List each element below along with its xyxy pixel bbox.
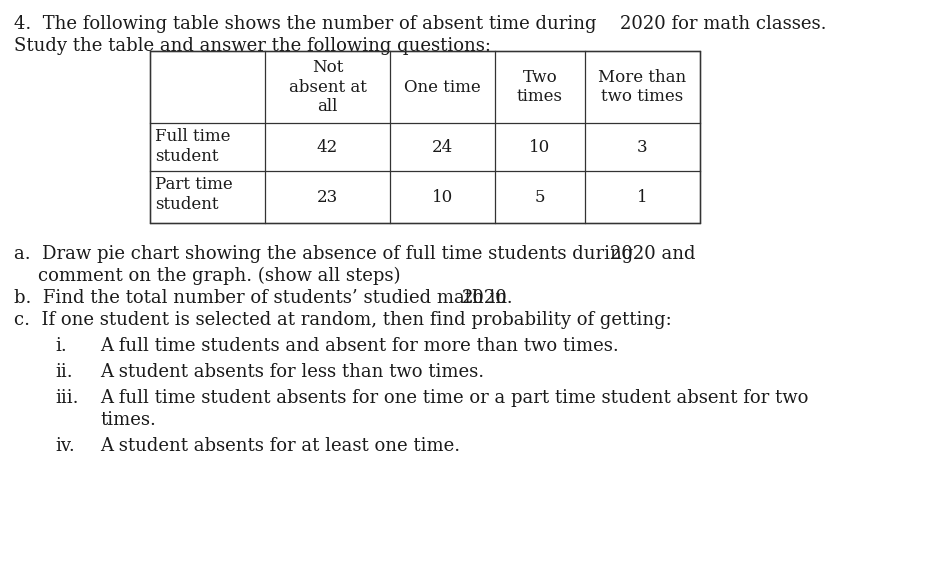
Text: 2020 and: 2020 and: [610, 245, 696, 263]
Text: times.: times.: [100, 411, 156, 429]
Text: a.  Draw pie chart showing the absence of full time students during: a. Draw pie chart showing the absence of…: [14, 245, 633, 263]
Text: comment on the graph. (show all steps): comment on the graph. (show all steps): [38, 267, 401, 285]
Text: 10: 10: [432, 189, 453, 205]
Text: c.  If one student is selected at random, then find probability of getting:: c. If one student is selected at random,…: [14, 311, 672, 329]
Text: 42: 42: [317, 139, 338, 155]
Text: ii.: ii.: [55, 363, 73, 381]
Text: Part time
student: Part time student: [155, 176, 233, 212]
Text: Not
absent at
all: Not absent at all: [289, 59, 366, 115]
Text: 23: 23: [317, 189, 338, 205]
Text: More than
two times: More than two times: [599, 69, 686, 105]
Text: 10: 10: [530, 139, 551, 155]
Text: iv.: iv.: [55, 437, 75, 455]
Text: A student absents for at least one time.: A student absents for at least one time.: [100, 437, 460, 455]
Text: A student absents for less than two times.: A student absents for less than two time…: [100, 363, 484, 381]
Text: 2020 for math classes.: 2020 for math classes.: [620, 15, 827, 33]
Text: Two
times: Two times: [517, 69, 563, 105]
Text: 4.  The following table shows the number of absent time during: 4. The following table shows the number …: [14, 15, 597, 33]
Bar: [150, 51, 700, 223]
Text: 2020.: 2020.: [462, 289, 514, 307]
Text: iii.: iii.: [55, 389, 78, 407]
Text: One time: One time: [404, 79, 481, 95]
Text: 5: 5: [535, 189, 545, 205]
Text: Study the table and answer the following questions:: Study the table and answer the following…: [14, 37, 491, 55]
Text: i.: i.: [55, 337, 66, 355]
Text: Full time
student: Full time student: [155, 128, 231, 165]
Text: 1: 1: [637, 189, 648, 205]
Text: 24: 24: [432, 139, 453, 155]
Text: b.  Find the total number of students’ studied math in: b. Find the total number of students’ st…: [14, 289, 507, 307]
Text: A full time students and absent for more than two times.: A full time students and absent for more…: [100, 337, 618, 355]
Text: A full time student absents for one time or a part time student absent for two: A full time student absents for one time…: [100, 389, 808, 407]
Text: 3: 3: [637, 139, 648, 155]
